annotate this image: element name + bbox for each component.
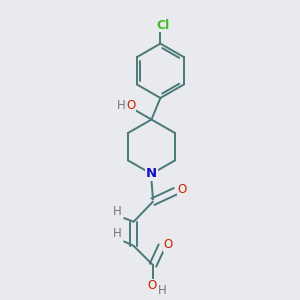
Text: Cl: Cl — [156, 19, 170, 32]
Text: H: H — [117, 99, 126, 112]
Text: H: H — [158, 284, 166, 297]
Text: H: H — [113, 205, 122, 218]
Text: N: N — [146, 167, 157, 180]
Text: O: O — [177, 183, 186, 196]
Text: H: H — [113, 227, 122, 240]
Text: O: O — [126, 99, 135, 112]
Text: O: O — [148, 279, 157, 292]
Text: O: O — [164, 238, 173, 251]
